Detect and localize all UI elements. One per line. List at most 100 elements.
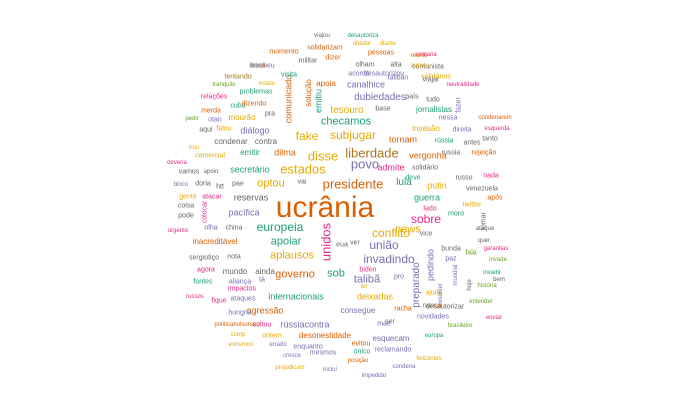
cloud-word: reservas (233, 192, 269, 203)
cloud-word: deveria (167, 160, 187, 166)
cloud-word: fala (465, 249, 477, 257)
cloud-word: história (477, 283, 497, 289)
cloud-word: acordo (348, 70, 370, 78)
cloud-word: fazer (455, 97, 463, 113)
cloud-word: aplausos (269, 249, 315, 262)
cloud-word: brasileiro (447, 323, 473, 329)
cloud-word: solidário (411, 164, 439, 172)
cloud-word: unidos (318, 222, 334, 262)
cloud-word: povo (350, 156, 380, 172)
cloud-word: apoiar (270, 235, 302, 248)
cloud-word: relações (200, 93, 228, 101)
cloud-word: visita (281, 71, 297, 79)
cloud-word: merda (201, 107, 221, 115)
cloud-word: rússia (434, 137, 454, 145)
cloud-word: ataques (230, 295, 256, 303)
cloud-word: tanto (482, 135, 498, 143)
cloud-word: europeia (256, 220, 304, 234)
cloud-word: sobre (410, 212, 442, 226)
cloud-word: quer (477, 238, 491, 244)
cloud-word: europa (424, 333, 444, 339)
cloud-word: desautorizou (363, 70, 405, 78)
cloud-word: jornalistas (415, 105, 453, 114)
cloud-word: emitiu (313, 88, 324, 114)
cloud-word: semana (415, 52, 437, 58)
cloud-word: viajar (422, 76, 440, 84)
cloud-word: falou (216, 125, 232, 133)
cloud-word: viajou (314, 33, 330, 39)
cloud-word: esquecam (372, 334, 410, 343)
cloud-word: problemas (239, 88, 273, 96)
cloud-word: rejeição (471, 149, 497, 157)
cloud-word: pedir (185, 116, 199, 122)
cloud-word: resolver (438, 283, 444, 305)
cloud-word: boca (250, 62, 266, 70)
cloud-word: desautoriza (347, 33, 379, 39)
cloud-word: mundial (453, 264, 459, 286)
cloud-word: moro (448, 210, 464, 218)
cloud-word: antes (463, 139, 481, 147)
cloud-word: soltou (252, 321, 272, 329)
cloud-word: tomar (480, 212, 488, 230)
cloud-word: novidades (417, 313, 449, 321)
cloud-word: único (353, 348, 371, 356)
cloud-word: nunca (422, 302, 442, 310)
cloud-word: ver (350, 239, 360, 247)
cloud-word: vai (297, 178, 307, 186)
cloud-word: incluí (322, 367, 338, 373)
cloud-word: entender (469, 299, 493, 305)
cloud-word: hungria (228, 309, 252, 317)
cloud-word: posição (347, 358, 369, 364)
cloud-word: errado (269, 342, 287, 348)
cloud-word: dizendo (241, 100, 267, 108)
cloud-word: fique (211, 297, 227, 305)
cloud-word: inacreditável (192, 237, 238, 246)
cloud-word: fontes (193, 278, 213, 286)
cloud-word: talibän (387, 74, 409, 82)
cloud-word: canalhice (346, 79, 386, 90)
cloud-word: agora (197, 266, 215, 274)
cloud-word: impactos (227, 285, 257, 293)
cloud-word: extremos (228, 342, 254, 348)
cloud-word: mourão (228, 113, 256, 122)
cloud-word: twitter (462, 201, 482, 209)
cloud-word: ucrânia (275, 191, 375, 224)
cloud-word: desautorizar (425, 303, 465, 311)
cloud-word: solução (304, 79, 313, 107)
cloud-word: direita (452, 126, 472, 134)
cloud-word: condena (392, 364, 416, 370)
cloud-word: eua (336, 241, 348, 249)
cloud-word: desonestidade (298, 331, 352, 340)
cloud-word: bloco (173, 182, 189, 188)
cloud-word: condenarem (478, 115, 512, 121)
cloud-word: pedindo (425, 248, 436, 282)
cloud-word: subjugar (329, 128, 377, 142)
cloud-word: deve (405, 174, 421, 182)
cloud-word: colocar (201, 200, 209, 224)
cloud-word: nessa (438, 114, 458, 122)
cloud-word: china (225, 224, 243, 232)
cloud-word: esquerda (484, 126, 510, 132)
cloud-word: enquanto (293, 343, 323, 351)
cloud-word: russos (186, 294, 204, 300)
cloud-word: prejudicam (275, 365, 305, 371)
cloud-word: biden (359, 266, 377, 274)
cloud-word: alta (390, 61, 402, 69)
cloud-word: políticabolsonaro (214, 322, 260, 328)
cloud-word: otan (208, 116, 222, 124)
cloud-word: solidários (421, 73, 451, 81)
cloud-word: ajuda (425, 289, 443, 297)
cloud-word: agressão (246, 305, 284, 316)
cloud-word: fake (295, 129, 319, 143)
cloud-word: invade (489, 257, 507, 263)
cloud-word: tesouro (330, 105, 364, 116)
cloud-word: apoio (203, 169, 219, 175)
cloud-word: ainda (255, 267, 275, 276)
cloud-word: htt (216, 183, 224, 191)
cloud-word: lado (423, 205, 437, 213)
cloud-word: coisa (177, 202, 195, 210)
cloud-word: bunda (441, 245, 461, 253)
cloud-word: tornam (388, 134, 418, 145)
cloud-word: pode (178, 212, 194, 220)
cloud-word: mesmos (309, 349, 337, 357)
